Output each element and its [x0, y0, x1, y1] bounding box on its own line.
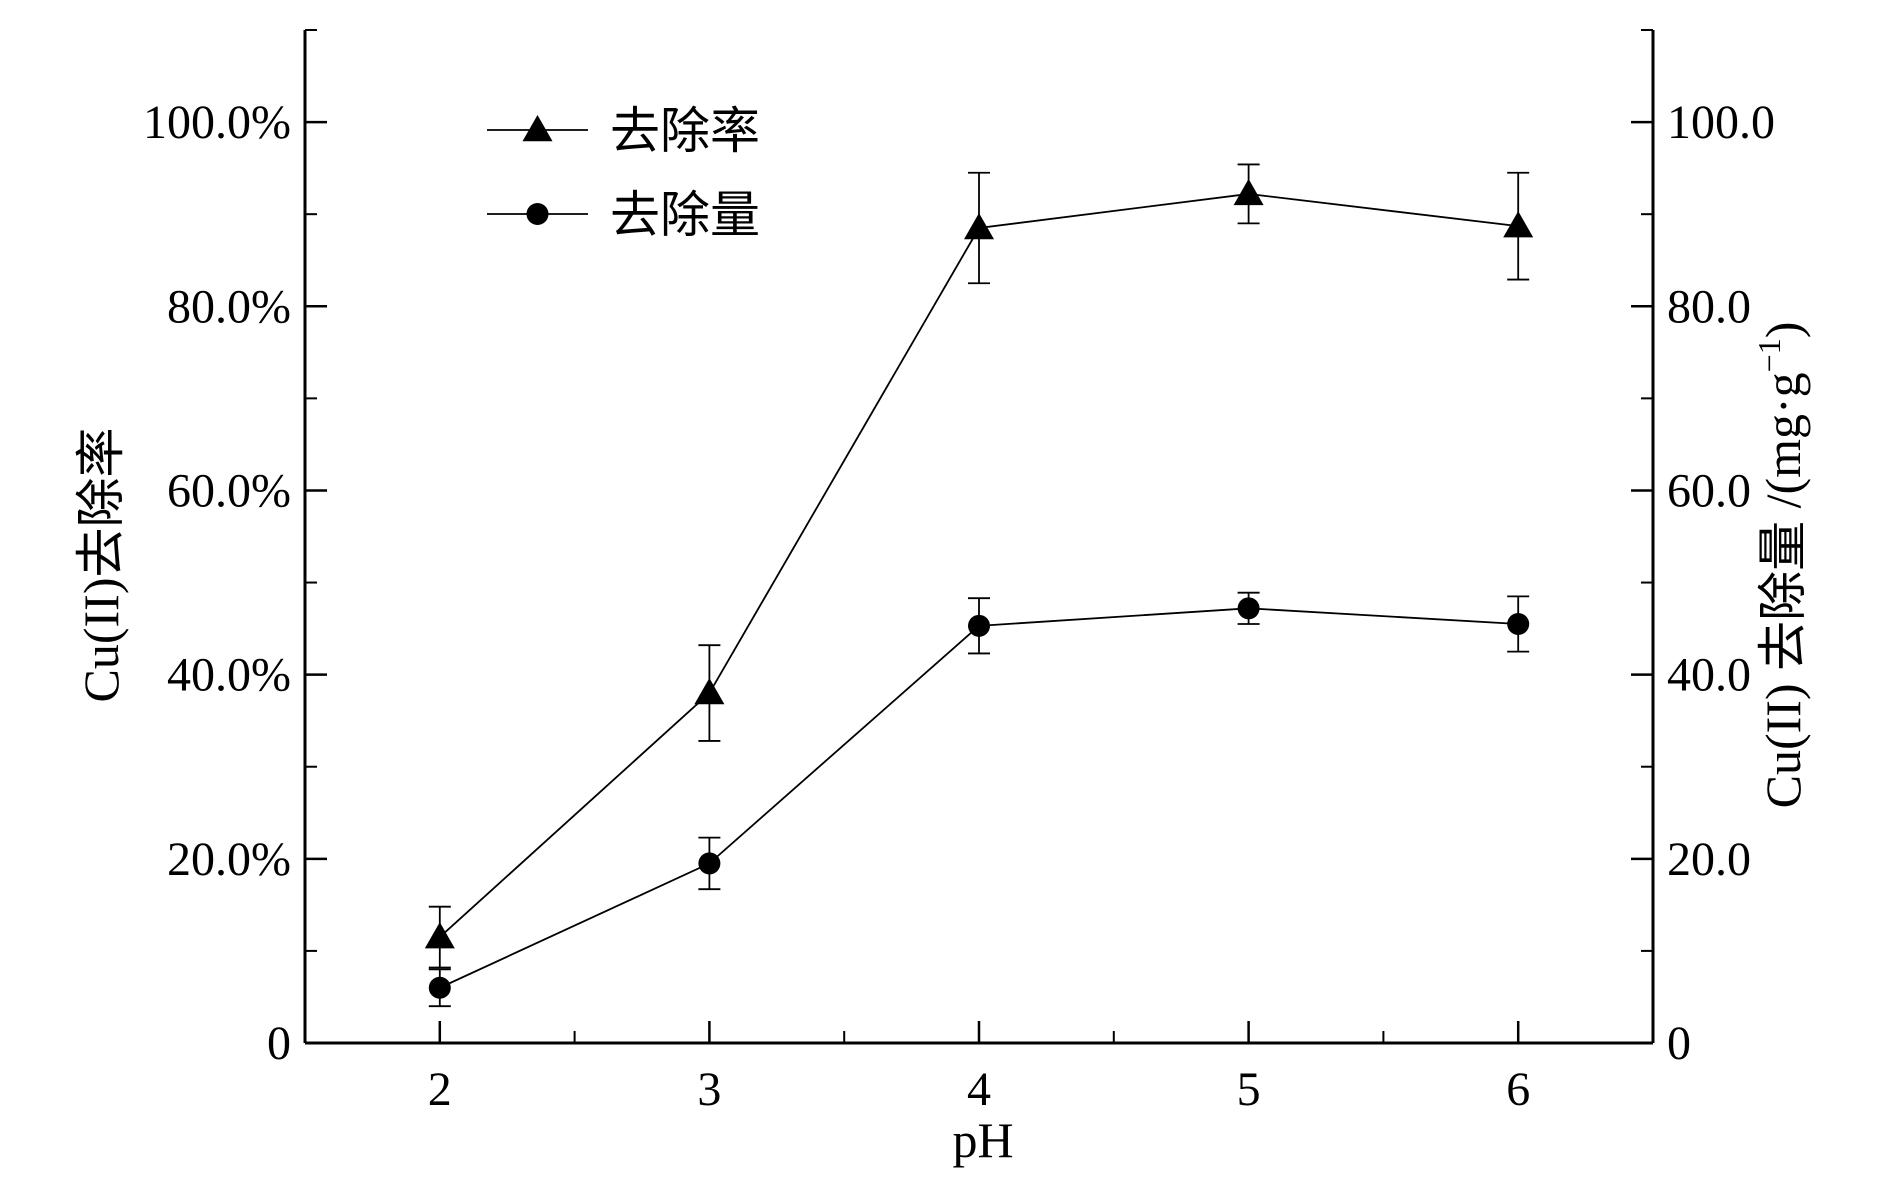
right-y-tick-label: 40.0: [1667, 649, 1751, 702]
right-y-axis-ticks: 0 20.0 40.0 60.0 80.0 100.0: [1631, 29, 1775, 1070]
data-point: [1503, 211, 1534, 238]
left-y-tick-label: 0: [267, 1017, 291, 1070]
right-y-tick-label: 80.0: [1667, 280, 1751, 333]
left-y-tick-label: 60.0%: [167, 464, 291, 517]
x-tick-label: 6: [1506, 1063, 1530, 1116]
left-y-axis-ticks: 0 20.0% 40.0% 60.0% 80.0% 100.0%: [143, 29, 327, 1070]
data-point: [428, 976, 451, 999]
data-point: [698, 852, 721, 875]
data-point: [1237, 597, 1260, 620]
series-1: [424, 163, 1534, 969]
right-y-tick-label: 0: [1667, 1017, 1691, 1070]
x-axis-ticks: 2 3 4 5 6: [304, 1021, 1654, 1116]
legend-label: 去除率: [610, 102, 760, 160]
legend-marker: [522, 115, 553, 142]
legend-label: 去除量: [610, 186, 760, 244]
legend-marker: [526, 203, 549, 225]
data-point: [1233, 178, 1264, 206]
data-point: [1507, 612, 1530, 635]
right-y-tick-label: 20.0: [1667, 833, 1751, 886]
x-tick-label: 5: [1237, 1063, 1261, 1116]
right-y-axis-label-superscript: −1: [1751, 338, 1787, 372]
right-y-axis-label-main: Cu(II) 去除量 /(mg·g: [1755, 372, 1811, 808]
right-y-tick-label: 100.0: [1667, 96, 1775, 149]
x-tick-label: 4: [967, 1063, 991, 1116]
right-y-axis-label: Cu(II) 去除量 /(mg·g−1): [1751, 322, 1811, 809]
data-point: [964, 212, 994, 240]
right-y-axis-label-close: ): [1755, 322, 1811, 339]
right-y-tick-label: 60.0: [1667, 464, 1751, 517]
left-y-axis-label: Cu(II)去除率: [73, 428, 129, 703]
series-line: [439, 193, 1519, 938]
x-axis-label: pH: [952, 1112, 1013, 1168]
left-y-tick-label: 20.0%: [167, 833, 291, 886]
x-tick-label: 3: [697, 1063, 721, 1116]
x-tick-label: 2: [428, 1063, 452, 1116]
series-2: [428, 591, 1530, 1008]
left-y-tick-label: 80.0%: [167, 280, 291, 333]
series-line: [439, 607, 1519, 989]
left-y-tick-label: 40.0%: [167, 649, 291, 702]
data-point: [424, 922, 455, 949]
data-point: [968, 614, 990, 637]
series-layer: [424, 163, 1534, 1008]
left-y-tick-label: 100.0%: [143, 96, 291, 149]
data-point: [694, 678, 725, 705]
